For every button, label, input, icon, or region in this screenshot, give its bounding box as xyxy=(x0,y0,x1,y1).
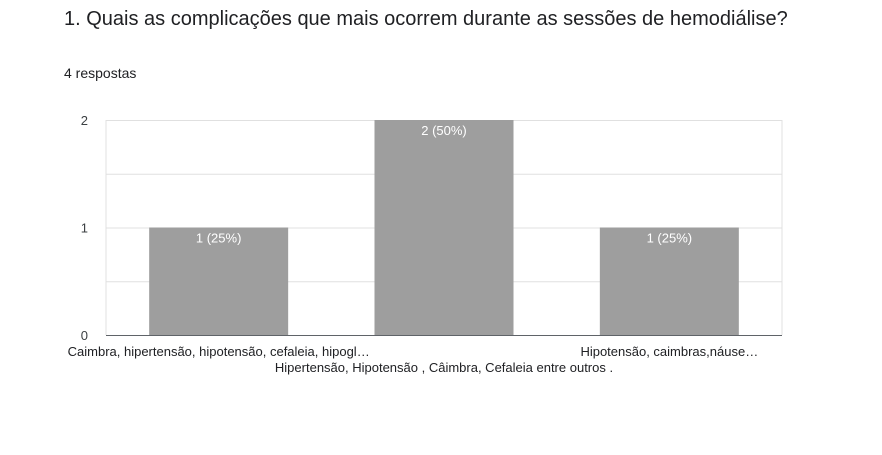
bar xyxy=(149,227,289,335)
response-count: 4 respostas xyxy=(64,65,137,81)
question-title: 1. Quais as complicações que mais ocorre… xyxy=(64,8,788,30)
bar xyxy=(599,227,739,335)
y-tick-label: 0 xyxy=(81,328,88,343)
bar-data-label: 1 (25%) xyxy=(196,231,242,246)
bar xyxy=(374,120,514,335)
y-tick-label: 2 xyxy=(81,113,88,128)
x-category-label: Caimbra, hipertensão, hipotensão, cefale… xyxy=(68,344,370,359)
x-category-label: Hipertensão, Hipotensão , Câimbra, Cefal… xyxy=(275,360,613,375)
x-category-label: Hipotensão, caimbras,náuse… xyxy=(580,344,758,359)
y-tick-label: 1 xyxy=(81,221,88,236)
bar-data-label: 1 (25%) xyxy=(647,231,693,246)
bar-data-label: 2 (50%) xyxy=(421,123,467,138)
